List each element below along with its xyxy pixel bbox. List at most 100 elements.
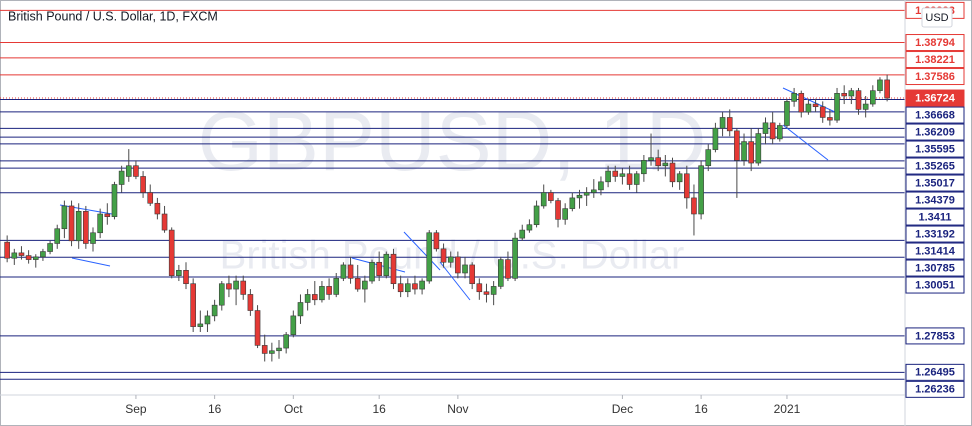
- candle-body: [612, 170, 619, 177]
- price-label-box: [905, 157, 965, 175]
- price-label-box: [905, 174, 965, 192]
- price-label: 1.3411: [918, 211, 951, 223]
- candle-body: [526, 224, 533, 231]
- price-label: 1.36668: [915, 109, 955, 121]
- price-label: 1.38221: [915, 54, 955, 66]
- candle-body: [691, 197, 697, 215]
- x-tick-label: 16: [694, 402, 708, 416]
- candle-body: [183, 270, 189, 285]
- trend-line: [782, 87, 836, 113]
- price-label: 1.30785: [915, 262, 955, 274]
- candle-body: [97, 213, 103, 234]
- price-label-box: [905, 259, 965, 277]
- candle-body: [333, 278, 340, 295]
- candle-body: [483, 291, 490, 295]
- candle-body: [590, 189, 597, 193]
- currency-box: [921, 7, 953, 28]
- x-tick-label: 16: [208, 402, 222, 416]
- candle-body: [819, 106, 826, 118]
- candle-body: [741, 141, 747, 161]
- candle-body: [283, 334, 289, 349]
- price-label: 1.38794: [915, 37, 956, 49]
- candle-body: [147, 192, 154, 204]
- candle-body: [269, 350, 275, 354]
- candle-body: [862, 103, 869, 110]
- candle-body: [47, 243, 53, 252]
- candle-body: [412, 283, 418, 290]
- trend-line: [782, 124, 829, 161]
- price-label-box: [905, 106, 965, 124]
- candle-body: [111, 184, 118, 217]
- price-label-box: [905, 276, 965, 294]
- candle-body: [25, 255, 32, 260]
- candle-body: [841, 93, 847, 97]
- trend-line: [403, 231, 441, 271]
- candle-body: [319, 286, 325, 301]
- last-price-label: 1.36724: [915, 92, 956, 104]
- candle-body: [569, 197, 576, 209]
- candle-body: [68, 205, 75, 242]
- candle-body: [540, 192, 547, 207]
- candle-body: [798, 93, 805, 113]
- candle-body: [4, 241, 10, 259]
- candle-body: [240, 280, 247, 295]
- price-label-box: [905, 68, 965, 86]
- candle-body: [655, 157, 661, 167]
- candle-body: [61, 205, 68, 230]
- price-label: 1.26495: [915, 367, 955, 379]
- price-label-box: [905, 327, 965, 345]
- candle-body: [583, 192, 590, 196]
- candle-body: [834, 93, 840, 121]
- candle-body: [762, 122, 769, 134]
- candle-body: [855, 90, 862, 110]
- x-tick-label: Sep: [125, 402, 147, 416]
- candle-body: [297, 302, 304, 317]
- candle-body: [748, 141, 754, 164]
- price-label: 1.27853: [915, 330, 955, 342]
- candle-body: [598, 181, 604, 191]
- candle-body: [125, 165, 132, 177]
- candle-body: [705, 149, 712, 167]
- candle-body: [254, 310, 261, 346]
- candle-body: [369, 261, 375, 282]
- candle-body: [455, 256, 461, 274]
- candle-body: [576, 194, 583, 199]
- candle-body: [354, 278, 361, 290]
- candle-body: [261, 345, 268, 354]
- candle-body: [877, 79, 883, 91]
- candle-body: [505, 259, 511, 279]
- price-label: 1.31414: [915, 245, 956, 257]
- candles: [4, 74, 890, 362]
- candle-body: [311, 294, 318, 301]
- candle-body: [662, 162, 669, 167]
- x-tick-label: 2021: [774, 402, 801, 416]
- price-label-box: [905, 208, 965, 226]
- currency: USD: [925, 12, 948, 24]
- candle-body: [326, 286, 332, 295]
- candle-body: [497, 259, 504, 287]
- candle-body: [440, 248, 447, 263]
- candle-body: [75, 211, 82, 242]
- candle-body: [734, 130, 740, 161]
- x-tick-label: Oct: [284, 402, 303, 416]
- price-label: 1.35017: [915, 177, 955, 189]
- candle-body: [211, 304, 218, 317]
- x-tick-label: 16: [372, 402, 386, 416]
- candle-body: [83, 211, 89, 244]
- candle-body: [133, 165, 139, 177]
- candle-body: [347, 264, 354, 279]
- candle-body: [383, 253, 390, 276]
- candle-body: [404, 283, 411, 293]
- level-lines: [0, 9, 905, 380]
- candle-body: [176, 270, 182, 276]
- candle-body: [648, 157, 654, 161]
- candle-body: [226, 283, 232, 290]
- candle-body: [247, 294, 254, 311]
- candle-body: [619, 173, 626, 177]
- candle-body: [641, 160, 647, 175]
- candle-body: [683, 173, 690, 199]
- watermark: GBPUSD, 1D: [198, 94, 707, 188]
- candle-body: [848, 90, 855, 97]
- candle-body: [626, 173, 633, 185]
- candle-body: [469, 264, 475, 285]
